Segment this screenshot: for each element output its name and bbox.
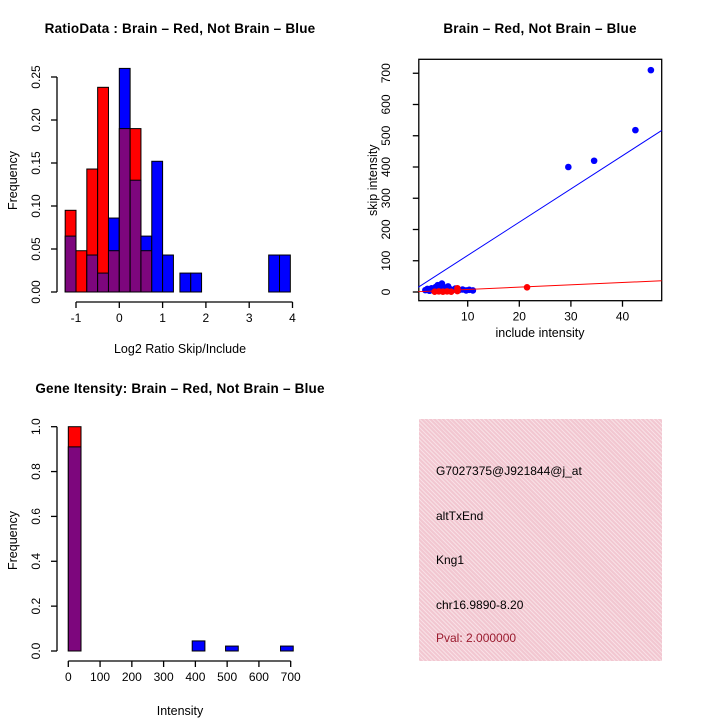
histogram-bar-red	[75, 250, 88, 293]
probe-id-text: G7027375@J921844@j_at	[436, 464, 582, 478]
y-tick-label: 1.0	[29, 418, 43, 435]
scatter-point-blue	[647, 66, 655, 74]
y-tick-label: 0.8	[29, 463, 43, 480]
intensity-scatter-y-axis-label: skip intensity	[366, 144, 380, 216]
histogram-bar-blue	[268, 254, 281, 293]
x-tick-label: 20	[513, 310, 527, 324]
histogram-bar-overlap	[64, 235, 77, 293]
regression-line-red	[418, 280, 662, 293]
ratio-histogram-plot: -1 0 1 2 3 4 0.00 0.05 0.10 0.15 0.20 0.25	[29, 65, 296, 325]
scatter-point-red	[454, 284, 461, 292]
y-tick-label: 700	[379, 63, 393, 83]
scatter-point-blue	[469, 287, 477, 294]
y-tick-label: 0	[379, 288, 393, 295]
x-tick-label: 0	[65, 670, 72, 684]
intensity-scatter-x-axis-label: include intensity	[495, 326, 585, 340]
histogram-bar-blue	[162, 254, 174, 293]
histogram-bar-overlap	[97, 272, 109, 293]
gene-info-box: G7027375@J921844@j_at altTxEnd Kng1 chr1…	[419, 419, 662, 661]
y-tick-label: 0.15	[29, 151, 43, 175]
x-tick-label: 300	[154, 670, 174, 684]
x-tick-label: 200	[122, 670, 142, 684]
x-tick-label: 30	[564, 310, 578, 324]
scatter-point-red	[523, 284, 531, 291]
histogram-bar-overlap	[107, 250, 120, 293]
x-tick-label: 1	[159, 311, 166, 325]
scatter-point-blue	[590, 157, 598, 165]
histogram-bar-blue	[279, 254, 291, 293]
histogram-bar-overlap	[118, 128, 131, 293]
splice-event-text: altTxEnd	[436, 509, 484, 523]
x-tick-label: 4	[289, 311, 296, 325]
histogram-bar-overlap	[140, 250, 153, 293]
panel-gene-intensity-histogram: 0 100 200 300 400 500 600 700 0.0 0.2 0.4 0.6 0.8 1.0…	[0, 360, 360, 720]
intensity-scatter-title: Brain – Red, Not Brain – Blue	[443, 21, 637, 36]
histogram-bar-overlap	[67, 446, 82, 652]
y-tick-label: 0.2	[29, 597, 43, 614]
y-tick-label: 0.6	[29, 508, 43, 525]
location-text: chr16.9890-8.20	[436, 598, 524, 612]
x-tick-label: 700	[281, 670, 301, 684]
scatter-point-red	[447, 288, 455, 295]
x-tick-label: 10	[461, 310, 475, 324]
x-tick-label: 400	[185, 670, 205, 684]
histogram-bar-red	[97, 86, 109, 293]
gene-symbol-text: Kng1	[436, 553, 465, 567]
y-tick-label: 0.0	[29, 642, 43, 659]
gene-intensity-histogram-title: Gene Itensity: Brain – Red, Not Brain – …	[35, 381, 325, 396]
x-tick-label: 40	[616, 310, 630, 324]
histogram-bar-blue	[179, 272, 192, 293]
x-tick-label: 600	[249, 670, 269, 684]
pval-text: Pval: 2.000000	[436, 631, 517, 645]
ratio-histogram-title: RatioData : Brain – Red, Not Brain – Blu…	[44, 21, 316, 36]
y-tick-label: 600	[379, 94, 393, 114]
y-tick-label: 0.00	[29, 280, 43, 304]
panel-intensity-scatter: 10 20 30 40 0 100 200 300 400 500 600 700 Brain – R…	[360, 0, 720, 360]
y-tick-label: 200	[379, 219, 393, 239]
histogram-bar-overlap	[129, 179, 142, 293]
x-tick-label: 3	[246, 311, 253, 325]
histogram-bar-blue	[191, 640, 206, 652]
y-tick-label: 0.25	[29, 65, 43, 89]
scatter-point-blue	[565, 163, 572, 171]
gene-intensity-histogram-y-axis-label: Frequency	[6, 510, 20, 570]
histogram-bar-overlap	[86, 254, 99, 293]
y-tick-label: 0.10	[29, 194, 43, 218]
x-tick-label: -1	[71, 311, 82, 325]
histogram-bar-blue	[280, 645, 294, 652]
x-tick-label: 100	[90, 670, 110, 684]
panel-ratio-histogram: -1 0 1 2 3 4 0.00 0.05 0.10 0.15 0.20 0.25 RatioDat…	[0, 0, 360, 360]
y-tick-label: 300	[379, 188, 393, 208]
regression-line-blue	[417, 130, 662, 288]
plot-box	[418, 58, 663, 302]
y-tick-label: 100	[379, 250, 393, 270]
ratio-histogram-x-axis-label: Log2 Ratio Skip/Include	[113, 342, 247, 356]
y-tick-label: 0.05	[29, 237, 43, 261]
panel-gene-info: G7027375@J921844@j_at altTxEnd Kng1 chr1…	[360, 360, 720, 720]
y-tick-label: 0.20	[29, 108, 43, 132]
x-tick-label: 2	[203, 311, 210, 325]
scatter-point-blue	[632, 126, 639, 134]
y-tick-label: 0.4	[29, 553, 43, 570]
histogram-bar-blue	[190, 272, 203, 293]
y-tick-label: 400	[379, 157, 393, 177]
y-tick-label: 500	[379, 125, 393, 145]
x-tick-label: 0	[116, 311, 123, 325]
histogram-bar-blue	[151, 160, 164, 293]
ratio-histogram-y-axis-label: Frequency	[6, 150, 20, 210]
gene-intensity-histogram-x-axis-label: Intensity	[156, 704, 204, 718]
gene-intensity-histogram-plot: 0 100 200 300 400 500 600 700 0.0 0.2 0.4 0.6 0.8 1.0	[29, 418, 301, 684]
histogram-bar-blue	[225, 645, 239, 652]
x-tick-label: 500	[217, 670, 237, 684]
